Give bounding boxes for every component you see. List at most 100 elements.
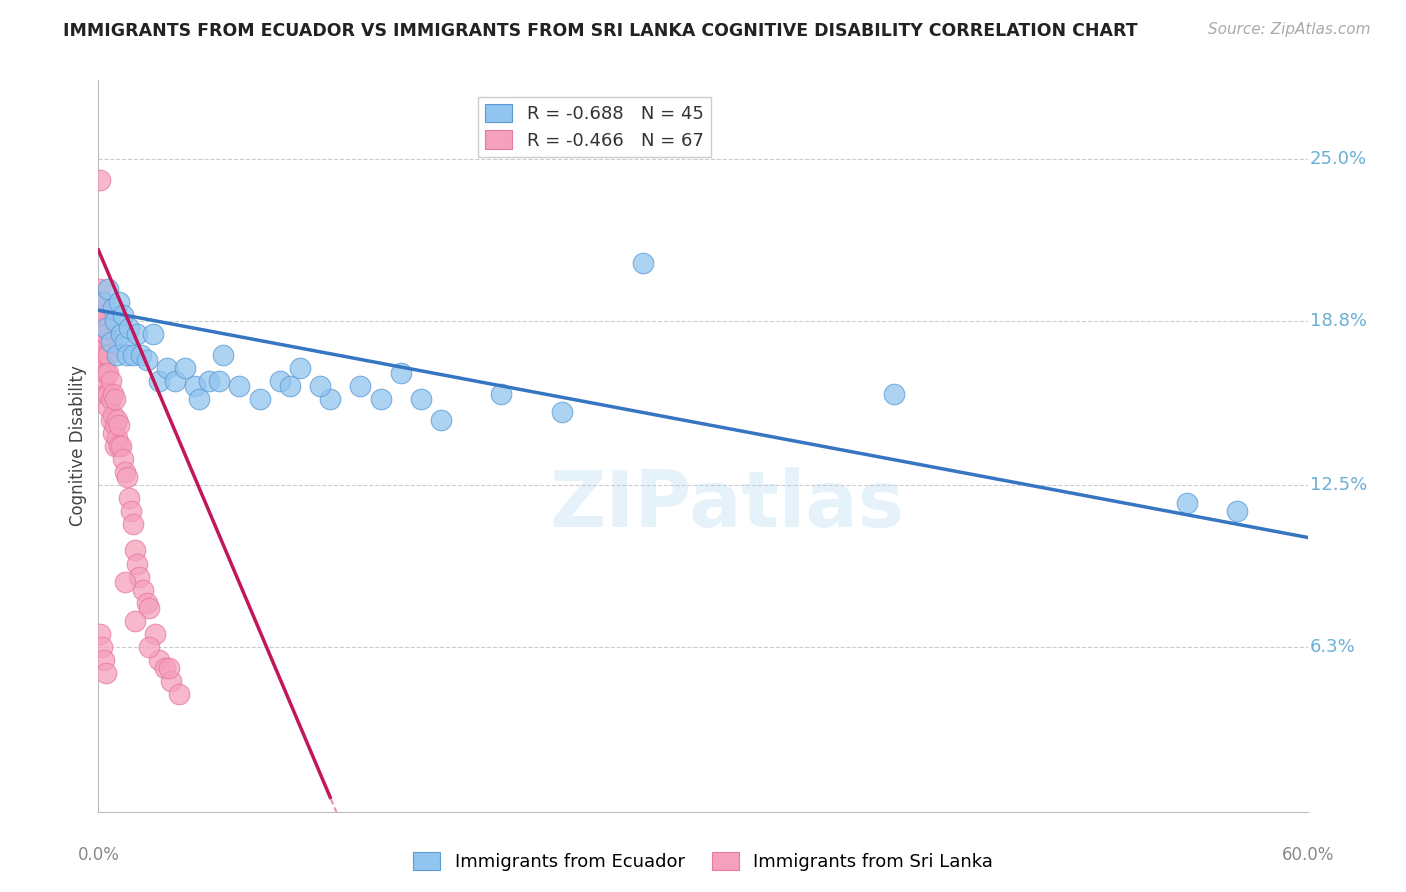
- Point: [125, 326, 148, 341]
- Point: [430, 413, 453, 427]
- Point: [91, 334, 114, 349]
- Point: [105, 413, 128, 427]
- Point: [163, 374, 186, 388]
- Point: [89, 321, 111, 335]
- Point: [97, 400, 120, 414]
- Point: [91, 348, 114, 362]
- Text: 6.3%: 6.3%: [1310, 638, 1355, 657]
- Point: [111, 309, 134, 323]
- Point: [135, 352, 157, 367]
- Point: [153, 661, 176, 675]
- Point: [114, 334, 136, 349]
- Point: [96, 321, 118, 335]
- Point: [97, 386, 120, 401]
- Point: [269, 374, 291, 388]
- Point: [111, 452, 134, 467]
- Legend: R = -0.688   N = 45, R = -0.466   N = 67: R = -0.688 N = 45, R = -0.466 N = 67: [478, 96, 710, 157]
- Point: [97, 348, 120, 362]
- Point: [91, 360, 114, 375]
- Point: [114, 574, 136, 589]
- Point: [101, 386, 124, 401]
- Point: [157, 661, 180, 675]
- Text: IMMIGRANTS FROM ECUADOR VS IMMIGRANTS FROM SRI LANKA COGNITIVE DISABILITY CORREL: IMMIGRANTS FROM ECUADOR VS IMMIGRANTS FR…: [63, 22, 1137, 40]
- Text: 0.0%: 0.0%: [77, 846, 120, 863]
- Point: [115, 470, 138, 484]
- Point: [97, 282, 120, 296]
- Point: [129, 348, 152, 362]
- Point: [491, 386, 513, 401]
- Point: [96, 386, 118, 401]
- Point: [120, 504, 142, 518]
- Point: [349, 379, 371, 393]
- Point: [198, 374, 221, 388]
- Point: [89, 282, 111, 296]
- Text: 12.5%: 12.5%: [1310, 476, 1367, 494]
- Point: [208, 374, 231, 388]
- Point: [148, 374, 170, 388]
- Point: [138, 601, 160, 615]
- Point: [148, 653, 170, 667]
- Point: [93, 360, 115, 375]
- Point: [110, 326, 132, 341]
- Point: [107, 295, 129, 310]
- Text: Source: ZipAtlas.com: Source: ZipAtlas.com: [1208, 22, 1371, 37]
- Point: [103, 439, 125, 453]
- Point: [110, 439, 132, 453]
- Point: [100, 374, 122, 388]
- Point: [174, 360, 197, 375]
- Point: [105, 348, 128, 362]
- Point: [143, 627, 166, 641]
- Point: [118, 491, 141, 506]
- Point: [89, 309, 111, 323]
- Point: [212, 348, 235, 362]
- Point: [101, 301, 124, 315]
- Point: [288, 360, 311, 375]
- Point: [96, 326, 118, 341]
- Point: [96, 666, 118, 681]
- Point: [101, 408, 124, 422]
- Point: [93, 326, 115, 341]
- Point: [1226, 504, 1249, 518]
- Point: [409, 392, 432, 406]
- Text: 25.0%: 25.0%: [1310, 150, 1367, 168]
- Point: [278, 379, 301, 393]
- Point: [370, 392, 392, 406]
- Point: [188, 392, 211, 406]
- Point: [389, 366, 412, 380]
- Point: [138, 640, 160, 655]
- Point: [103, 313, 125, 327]
- Point: [883, 386, 905, 401]
- Y-axis label: Cognitive Disability: Cognitive Disability: [69, 366, 87, 526]
- Point: [93, 653, 115, 667]
- Point: [228, 379, 250, 393]
- Point: [114, 465, 136, 479]
- Point: [121, 517, 143, 532]
- Point: [93, 295, 115, 310]
- Point: [91, 295, 114, 310]
- Point: [93, 340, 115, 354]
- Point: [91, 309, 114, 323]
- Text: 60.0%: 60.0%: [1281, 846, 1334, 863]
- Legend: Immigrants from Ecuador, Immigrants from Sri Lanka: Immigrants from Ecuador, Immigrants from…: [406, 845, 1000, 879]
- Point: [115, 348, 138, 362]
- Point: [160, 674, 183, 689]
- Point: [100, 392, 122, 406]
- Point: [249, 392, 271, 406]
- Point: [103, 418, 125, 433]
- Point: [551, 405, 574, 419]
- Point: [124, 614, 146, 628]
- Point: [167, 687, 190, 701]
- Text: 18.8%: 18.8%: [1310, 311, 1367, 330]
- Point: [100, 413, 122, 427]
- Point: [93, 374, 115, 388]
- Point: [128, 569, 150, 583]
- Point: [156, 360, 179, 375]
- Point: [96, 366, 118, 380]
- Text: ZIPatlas: ZIPatlas: [550, 467, 904, 542]
- Point: [100, 334, 122, 349]
- Point: [184, 379, 207, 393]
- Point: [125, 557, 148, 571]
- Point: [89, 172, 111, 186]
- Point: [91, 321, 114, 335]
- Point: [89, 295, 111, 310]
